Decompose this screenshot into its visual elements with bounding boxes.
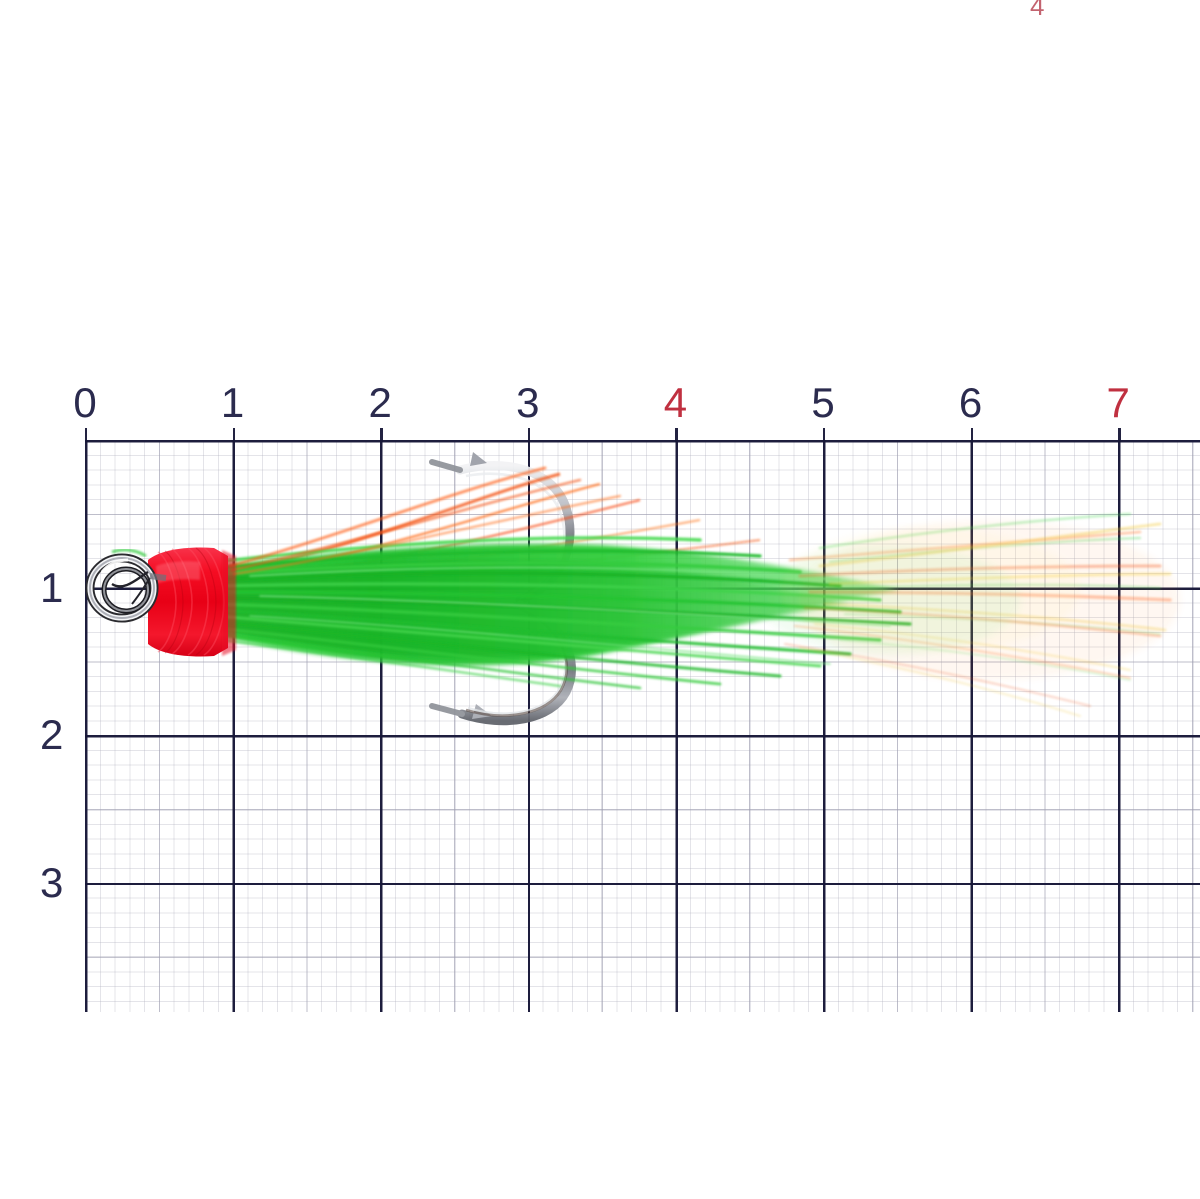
- x-axis-label-3: 3: [516, 379, 540, 426]
- x-axis-label-6: 6: [958, 379, 983, 426]
- y-axis-label-3: 3: [40, 858, 64, 906]
- x-axis-label-7: 7: [1106, 379, 1130, 426]
- y-axis-label-2: 2: [40, 711, 64, 759]
- x-axis-label-5: 5: [811, 379, 835, 426]
- graph-paper-grid: [85, 440, 1200, 1012]
- x-axis-label-1: 1: [220, 379, 245, 426]
- grid-centimeter-lines: [85, 440, 1200, 1012]
- top-edge-cutoff-digit: 4: [1030, 0, 1051, 21]
- x-axis-label-2: 2: [368, 379, 392, 426]
- x-axis-label-0: 0: [73, 379, 97, 426]
- grid-millimeter-dot-mask: [85, 440, 1200, 1012]
- top-edge-cutoff-mark: 4: [1030, 0, 1050, 22]
- x-axis-label-4: 4: [663, 379, 688, 426]
- y-axis-label-1: 1: [40, 563, 64, 611]
